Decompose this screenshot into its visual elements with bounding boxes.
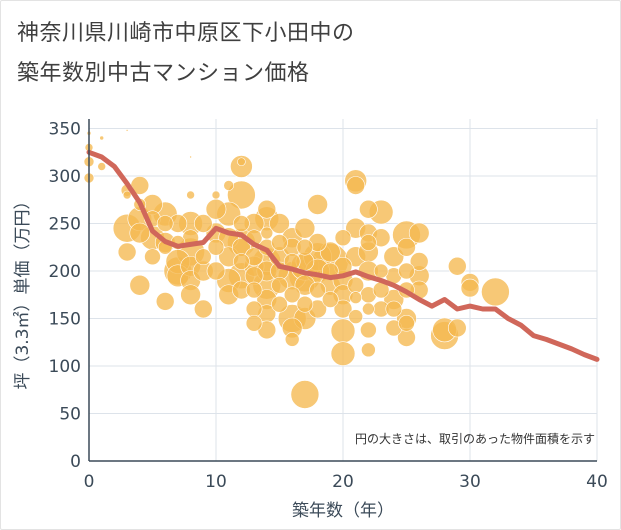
price-bubble [294, 217, 316, 239]
x-tick-label: 30 [459, 472, 481, 492]
price-bubble [245, 281, 263, 299]
y-tick-label: 50 [59, 405, 81, 425]
price-bubble [321, 291, 339, 308]
price-bubble [362, 302, 375, 316]
x-axis-title: 築年数（年） [292, 501, 394, 521]
price-bubble [211, 190, 221, 200]
price-bubble [373, 263, 389, 279]
y-tick-label: 100 [49, 357, 81, 377]
price-bubble [194, 214, 213, 233]
price-bubble [330, 341, 356, 366]
price-bubble [195, 248, 212, 266]
price-bubble [260, 226, 274, 240]
price-bubble [397, 237, 416, 257]
price-bubble [223, 180, 234, 191]
price-bubble [129, 222, 151, 244]
price-bubble [186, 190, 195, 200]
price-bubble [269, 213, 290, 234]
price-bubble [447, 318, 467, 338]
price-bubble [230, 155, 253, 178]
price-bubble [271, 295, 288, 313]
price-bubble [385, 300, 403, 318]
price-bubble [333, 299, 353, 319]
price-bubble [307, 194, 328, 215]
price-bubble [233, 215, 250, 232]
price-bubble [227, 180, 256, 210]
price-bubble [349, 291, 363, 304]
y-tick-label: 350 [49, 120, 81, 140]
price-bubble [296, 238, 314, 256]
price-bubble [129, 274, 151, 296]
price-bubble [409, 252, 429, 271]
price-bubble [309, 281, 326, 299]
price-bubble [257, 199, 277, 219]
price-bubble [481, 277, 510, 307]
price-bubble [245, 300, 263, 318]
price-bubble [359, 199, 378, 219]
x-tick-label: 40 [586, 472, 608, 492]
price-bubble [271, 276, 288, 294]
price-bubble [194, 299, 213, 319]
price-bubble [125, 129, 129, 132]
y-tick-label: 200 [49, 262, 81, 282]
average-price-trend-line [86, 149, 600, 362]
price-bubble [284, 332, 300, 347]
price-bubble [447, 256, 467, 276]
price-bubble [117, 242, 137, 262]
price-bubble [360, 234, 377, 251]
price-bubble [408, 222, 430, 244]
y-tick-label: 300 [49, 167, 81, 187]
price-bubble [398, 262, 415, 280]
price-bubble [97, 162, 106, 171]
price-bubble [296, 295, 314, 313]
price-bubble [361, 342, 376, 358]
price-bubble [206, 261, 226, 281]
price-bubble [189, 155, 192, 159]
chart-title-line2: 築年数別中古マンション価格 [17, 61, 310, 86]
x-tick-label: 0 [84, 472, 95, 492]
x-tick-label: 10 [205, 472, 227, 492]
price-bubble [283, 286, 301, 304]
price-bubble [122, 190, 132, 200]
price-bubble [180, 284, 201, 306]
price-bubble [360, 321, 377, 339]
trend-line-layer [86, 149, 600, 362]
x-tick-label: 20 [332, 472, 354, 492]
price-bubble [290, 380, 320, 409]
price-bubble [155, 292, 175, 311]
chart-title-line1: 神奈川県川崎市中原区下小田中の [17, 21, 355, 46]
y-tick-label: 250 [49, 215, 81, 235]
y-tick-label: 0 [70, 452, 81, 472]
price-bubble [460, 278, 480, 298]
price-bubble [156, 215, 174, 232]
y-tick-label: 150 [49, 310, 81, 330]
bubble-size-note: 円の大きさは、取引のあった物件面積を示す [355, 431, 595, 446]
price-bubble [334, 229, 352, 247]
price-bubble [233, 253, 250, 270]
price-bubble [144, 248, 161, 266]
price-bubble [237, 157, 246, 167]
price-bubble [245, 314, 263, 332]
price-bubble [207, 238, 225, 256]
price-bubble [398, 314, 415, 332]
price-bubble [271, 234, 288, 251]
price-bubble [348, 309, 364, 324]
price-bubble [99, 135, 104, 141]
bubble-series [83, 129, 510, 409]
y-axis-title: 坪（3.3㎡）単価（万円） [13, 192, 33, 389]
axes: 0 50 100 150 200 250 300 350 0 10 20 30 40 [49, 119, 608, 492]
price-bubble [346, 176, 366, 195]
